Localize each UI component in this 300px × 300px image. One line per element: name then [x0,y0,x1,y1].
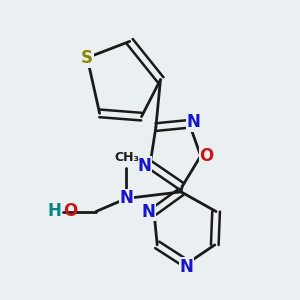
Text: N: N [138,157,152,175]
Text: O: O [63,202,78,220]
Text: N: N [187,113,201,131]
Text: S: S [81,49,93,67]
Text: CH₃: CH₃ [115,152,140,164]
Text: H: H [48,202,62,220]
Text: N: N [180,258,194,276]
Text: O: O [200,147,214,165]
Text: N: N [119,189,134,207]
Text: N: N [141,202,155,220]
